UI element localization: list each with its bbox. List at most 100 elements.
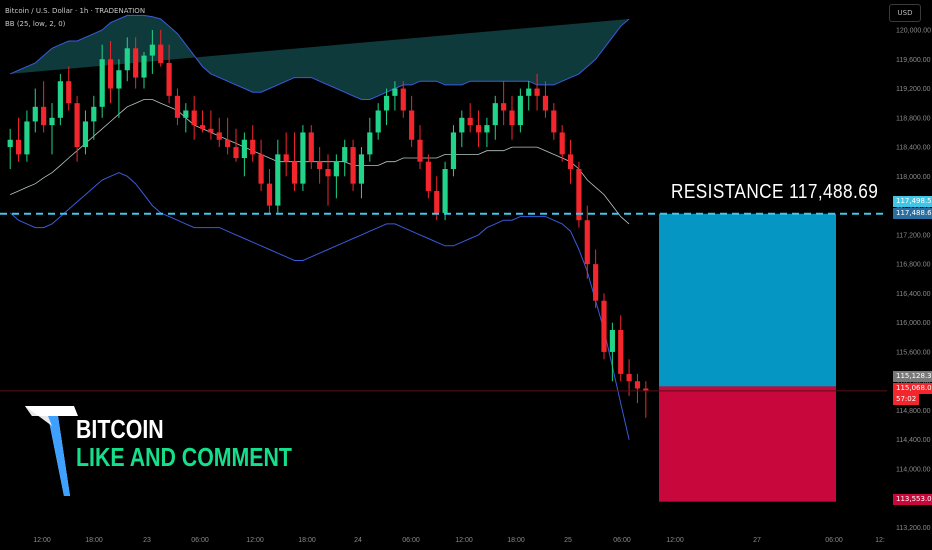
candle: [442, 161, 448, 221]
candle: [308, 125, 314, 170]
x-axis-tick-label: 18:00: [298, 537, 316, 544]
y-axis-tick-label: 118,800.00: [896, 115, 931, 122]
candle: [166, 44, 172, 104]
y-axis-tick-label: 115,200.00: [896, 379, 931, 386]
x-axis-tick-label: 23: [143, 537, 151, 544]
y-axis-tick-label: 119,200.00: [896, 86, 931, 93]
candle: [383, 88, 390, 126]
candle: [567, 139, 574, 184]
last-upper-badge: 115,128.39: [893, 371, 932, 382]
chart-legend: Bitcoin / U.S. Dollar · 1h · TRADENATION…: [5, 5, 145, 31]
candle: [91, 95, 97, 140]
candle: [534, 73, 540, 111]
candle: [417, 125, 423, 170]
candle: [551, 103, 557, 140]
x-axis-tick-label: 18:00: [85, 537, 103, 544]
candle: [601, 293, 607, 360]
y-axis-tick-label: 118,000.00: [896, 174, 931, 181]
x-axis-tick-label: 18:00: [507, 537, 525, 544]
currency-button[interactable]: USD: [889, 4, 921, 22]
last-price-badge: 115,068.00: [893, 383, 932, 394]
candle: [542, 81, 549, 118]
indicator-label: BB (25, low, 2, 0): [5, 20, 66, 28]
x-axis-tick-label: 24: [354, 537, 362, 544]
candle: [593, 249, 599, 309]
candle: [49, 103, 55, 155]
candle: [208, 110, 214, 140]
candle: [467, 103, 473, 133]
candle: [350, 139, 356, 191]
candle: [107, 40, 114, 104]
x-axis-tick-label: 06:00: [825, 537, 843, 544]
candle: [509, 95, 515, 140]
y-axis-tick-label: 117,200.00: [896, 232, 931, 239]
candle: [300, 125, 306, 191]
y-axis-tick-label: 116,400.00: [896, 291, 931, 298]
candle: [225, 117, 231, 155]
bollinger-upper-line: [9, 14, 630, 100]
x-axis-tick-label: 12:00: [246, 537, 264, 544]
x-axis-tick-label: 06:00: [613, 537, 631, 544]
x-axis-tick-label: 25: [564, 537, 572, 544]
candle: [283, 132, 289, 177]
candle: [241, 132, 247, 177]
candle: [82, 110, 89, 155]
y-axis-tick-label: 113,200.00: [896, 525, 931, 532]
candle: [475, 110, 482, 148]
y-axis-tick-label: 114,000.00: [896, 467, 931, 474]
y-axis-tick-label: 114,400.00: [896, 437, 931, 444]
candle: [342, 139, 348, 177]
target-zone-box: [659, 386, 836, 502]
candle: [526, 81, 532, 111]
candle: [57, 73, 63, 126]
candle: [7, 128, 13, 170]
x-axis-tick-label: 06:00: [402, 537, 420, 544]
candle: [400, 81, 406, 118]
candle: [141, 51, 147, 89]
candle: [66, 66, 72, 111]
candle: [317, 147, 323, 184]
candle: [191, 95, 197, 140]
x-axis-tick-label: 06:00: [191, 537, 209, 544]
candle: [32, 88, 38, 133]
candle: [199, 110, 206, 133]
x-axis-tick-label: 12:: [875, 537, 885, 544]
x-axis-tick-label: 12:00: [455, 537, 473, 544]
candle: [367, 117, 373, 162]
candle: [266, 169, 273, 213]
y-axis-tick-label: 120,000.00: [896, 28, 931, 35]
y-axis-tick-label: 114,800.00: [896, 408, 931, 415]
y-axis-tick-label: 118,400.00: [896, 145, 931, 152]
candle: [174, 88, 181, 126]
candle: [149, 30, 155, 74]
candle: [275, 139, 281, 213]
candle: [74, 95, 80, 162]
candle: [643, 381, 649, 418]
x-axis-tick-label: 12:00: [33, 537, 51, 544]
candle: [425, 154, 431, 199]
candle: [183, 103, 189, 133]
symbol-title: Bitcoin / U.S. Dollar · 1h · TRADENATION: [5, 7, 146, 15]
candle: [216, 117, 222, 148]
candle: [24, 110, 30, 162]
candle: [459, 110, 465, 148]
candle: [450, 125, 457, 177]
y-axis-tick-label: 115,600.00: [896, 349, 931, 356]
candle: [133, 37, 139, 89]
x-axis-tick-label: 12:00: [666, 537, 684, 544]
candle: [501, 81, 507, 126]
candle: [158, 30, 164, 67]
bollinger-lower-line: [9, 172, 630, 440]
resistance-price-badge: 117,488.69: [893, 208, 932, 219]
brand-line-1: BITCOIN: [76, 414, 164, 444]
candle: [634, 373, 641, 404]
resistance-label: RESISTANCE 117,488.69: [671, 181, 879, 203]
candle: [492, 95, 498, 140]
y-axis-tick-label: 116,800.00: [896, 262, 931, 269]
candle: [116, 59, 122, 118]
candle: [291, 132, 298, 191]
candle: [559, 125, 565, 162]
candle: [99, 44, 105, 118]
y-axis-tick-label: 116,000.00: [896, 320, 931, 327]
